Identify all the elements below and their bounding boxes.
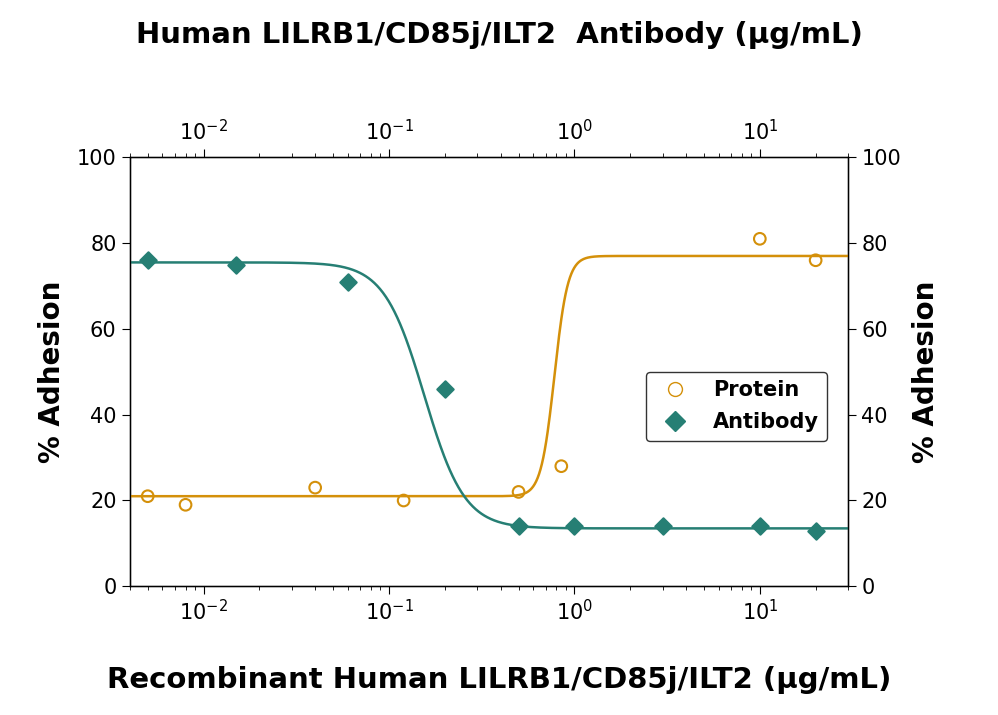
Point bbox=[340, 276, 356, 287]
Point bbox=[395, 495, 411, 506]
Point bbox=[307, 482, 323, 493]
Point bbox=[751, 233, 767, 245]
Point bbox=[437, 383, 453, 395]
Point bbox=[511, 521, 527, 532]
Text: Human LILRB1/CD85j/ILT2  Antibody (μg/mL): Human LILRB1/CD85j/ILT2 Antibody (μg/mL) bbox=[136, 21, 862, 49]
Text: Recombinant Human LILRB1/CD85j/ILT2 (μg/mL): Recombinant Human LILRB1/CD85j/ILT2 (μg/… bbox=[107, 666, 891, 694]
Y-axis label: % Adhesion: % Adhesion bbox=[912, 280, 940, 463]
Point bbox=[553, 460, 569, 472]
Point bbox=[140, 490, 156, 502]
Point bbox=[655, 521, 671, 532]
Point bbox=[229, 259, 245, 270]
Legend: Protein, Antibody: Protein, Antibody bbox=[646, 372, 827, 440]
Y-axis label: % Adhesion: % Adhesion bbox=[38, 280, 66, 463]
Point bbox=[807, 255, 823, 266]
Point bbox=[751, 521, 767, 532]
Point bbox=[567, 521, 583, 532]
Point bbox=[511, 486, 527, 498]
Point bbox=[807, 525, 823, 536]
Point bbox=[178, 499, 194, 511]
Point bbox=[140, 255, 156, 266]
